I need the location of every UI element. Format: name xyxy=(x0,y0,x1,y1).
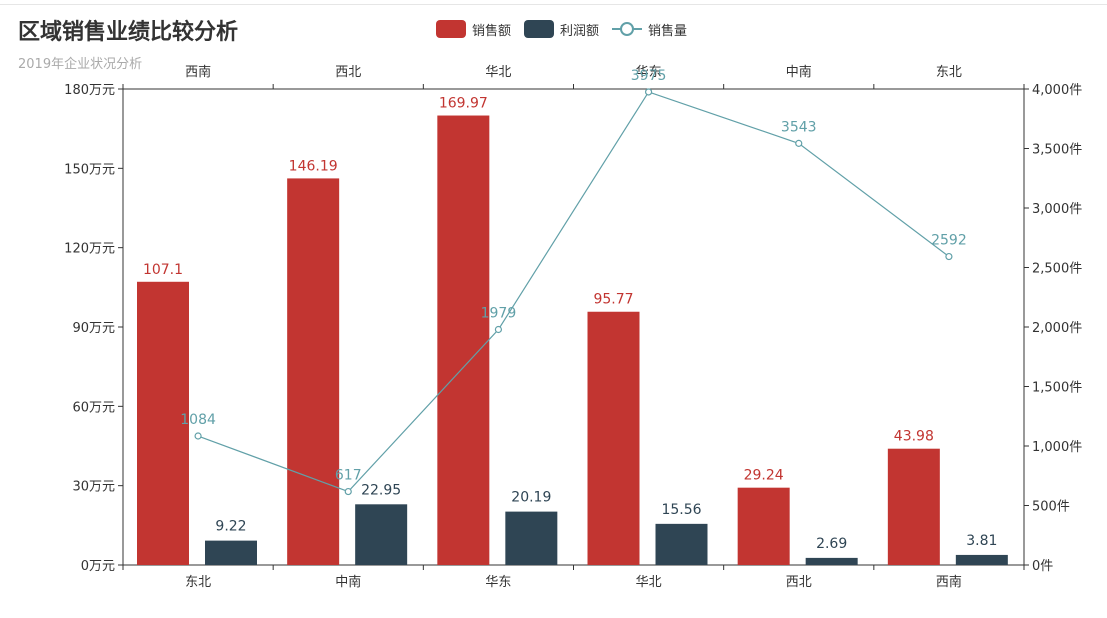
bar-sales xyxy=(137,281,189,565)
top-divider xyxy=(0,4,1107,5)
y-left-tick-label: 90万元 xyxy=(72,321,115,336)
bar-sales xyxy=(437,115,490,566)
bar-profit xyxy=(655,523,708,565)
line-point-volume xyxy=(344,487,352,496)
y-left-tick-label: 180万元 xyxy=(64,83,115,98)
line-point-volume xyxy=(494,325,503,334)
line-volume xyxy=(197,91,950,493)
legend-item-volume[interactable]: 销售量 xyxy=(612,20,687,39)
legend-label-profit: 利润额 xyxy=(560,23,600,39)
bar-sales xyxy=(887,448,940,565)
legend-swatch-profit xyxy=(524,20,555,38)
line-point-volume xyxy=(945,252,953,261)
bar-label-sales: 29.24 xyxy=(744,468,784,484)
line-label-volume: 3543 xyxy=(781,119,817,135)
bar-sales xyxy=(287,178,340,565)
bar-profit xyxy=(805,557,858,565)
x-tick-label-top: 华东 xyxy=(636,65,662,80)
y-left-tick-label: 30万元 xyxy=(72,480,115,495)
bar-profit xyxy=(355,504,408,565)
legend-label-sales: 销售额 xyxy=(472,23,512,39)
bar-profit xyxy=(955,554,1008,565)
bar-sales xyxy=(587,311,640,565)
y-left-tick-label: 150万元 xyxy=(64,162,115,177)
x-tick-label-top: 西南 xyxy=(185,64,211,80)
bar-profit xyxy=(205,540,257,565)
legend-item-profit[interactable]: 利润额 xyxy=(524,20,599,39)
bar-label-sales: 95.77 xyxy=(593,292,633,308)
y-right-tick-label: 3,500件 xyxy=(1032,143,1082,158)
bar-label-profit: 22.95 xyxy=(361,482,401,498)
y-left-tick-label: 0万元 xyxy=(81,559,115,574)
bar-label-sales: 107.1 xyxy=(143,262,183,278)
x-tick-label-top: 东北 xyxy=(936,65,962,80)
y-right-tick-label: 3,000件 xyxy=(1032,202,1082,217)
x-tick-label-bottom: 西北 xyxy=(786,575,812,590)
legend-swatch-sales xyxy=(436,20,466,38)
bar-label-sales: 169.97 xyxy=(439,96,488,112)
x-tick-label-top: 中南 xyxy=(786,64,812,80)
y-left-tick-label: 60万元 xyxy=(72,400,115,415)
line-label-volume: 617 xyxy=(335,468,362,484)
bar-label-profit: 15.56 xyxy=(661,502,701,518)
bar-label-profit: 20.19 xyxy=(511,490,551,506)
y-right-tick-label: 2,500件 xyxy=(1032,262,1082,277)
line-label-volume: 2592 xyxy=(931,233,967,249)
legend-item-sales[interactable]: 销售额 xyxy=(436,20,511,39)
line-point-volume xyxy=(194,432,202,440)
x-tick-label-bottom: 中南 xyxy=(335,574,361,590)
y-right-tick-label: 2,000件 xyxy=(1032,321,1082,336)
bar-label-sales: 146.19 xyxy=(289,158,338,174)
x-tick-label-top: 华北 xyxy=(485,65,511,80)
y-right-tick-label: 1,000件 xyxy=(1032,440,1082,455)
line-point-volume xyxy=(644,88,653,96)
bar-sales xyxy=(737,487,790,565)
bar-label-profit: 3.81 xyxy=(966,533,997,549)
bar-profit xyxy=(505,511,558,565)
y-right-tick-label: 500件 xyxy=(1032,500,1070,515)
y-left-tick-label: 120万元 xyxy=(64,242,115,257)
bar-label-sales: 43.98 xyxy=(894,429,934,445)
bar-label-profit: 2.69 xyxy=(816,536,847,552)
x-tick-label-bottom: 西南 xyxy=(936,574,962,590)
bar-label-profit: 9.22 xyxy=(215,519,246,535)
chart-title: 区域销售业绩比较分析 xyxy=(18,20,239,45)
y-right-tick-label: 0件 xyxy=(1032,559,1053,574)
line-label-volume: 1979 xyxy=(481,305,517,321)
x-tick-label-top: 西北 xyxy=(335,65,361,80)
y-right-tick-label: 4,000件 xyxy=(1032,83,1082,98)
legend-line-icon xyxy=(612,22,643,36)
x-tick-label-bottom: 华北 xyxy=(636,575,662,590)
y-right-tick-label: 1,500件 xyxy=(1032,381,1082,396)
chart-subtitle: 2019年企业状况分析 xyxy=(18,57,143,72)
line-point-volume xyxy=(795,139,803,147)
legend-label-volume: 销售量 xyxy=(648,23,688,39)
line-label-volume: 3975 xyxy=(631,68,667,84)
line-label-volume: 1084 xyxy=(180,412,216,428)
legend: 销售额 利润额 销售量 xyxy=(436,18,700,40)
x-tick-label-bottom: 华东 xyxy=(485,575,511,590)
x-tick-label-bottom: 东北 xyxy=(185,575,211,590)
